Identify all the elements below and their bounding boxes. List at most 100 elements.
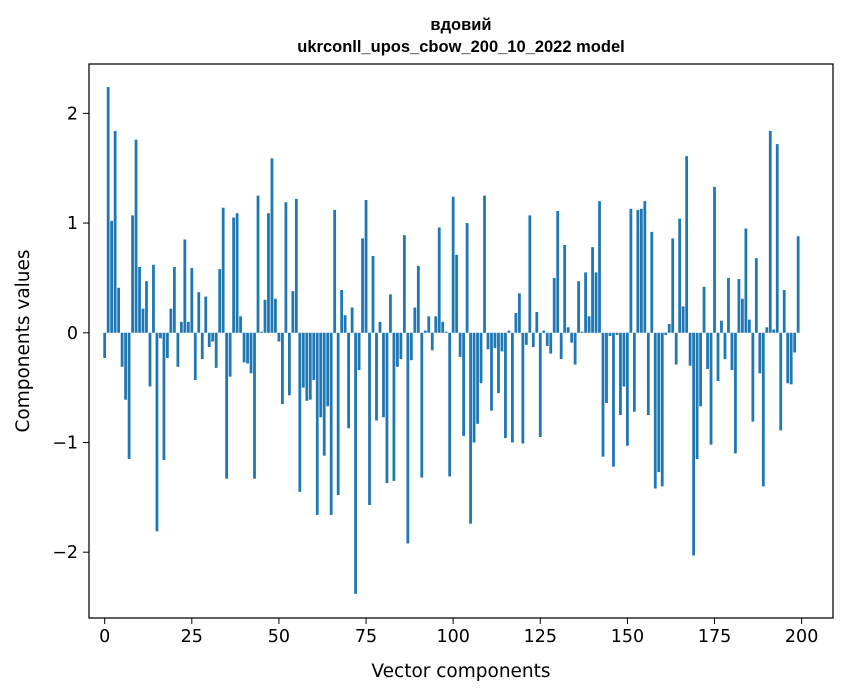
bar [678, 218, 682, 333]
bar [145, 281, 148, 333]
bar [357, 332, 361, 371]
bar [556, 211, 560, 333]
y-axis-ticks: −2 −1 0 1 2 [52, 104, 89, 563]
bar [702, 286, 706, 333]
bar [253, 332, 256, 479]
bar [131, 215, 134, 333]
bar [521, 332, 525, 444]
bar [688, 332, 692, 366]
bar [545, 332, 549, 346]
bar [298, 332, 302, 492]
bar [113, 130, 117, 333]
bar [758, 332, 762, 374]
bar [584, 272, 587, 333]
bar [389, 294, 392, 333]
bar [120, 332, 124, 367]
bar [312, 332, 316, 380]
bar [709, 332, 713, 445]
bar [598, 201, 601, 333]
bar [699, 332, 702, 407]
bar [706, 332, 709, 369]
bar [246, 332, 249, 364]
bar [382, 332, 385, 418]
bar [549, 332, 553, 354]
bar [643, 201, 647, 333]
bar [591, 247, 594, 333]
bar [692, 332, 695, 556]
bar [319, 332, 323, 418]
bar [110, 220, 114, 333]
bar [761, 332, 765, 487]
bar [601, 332, 605, 457]
bar [476, 332, 479, 424]
bar [169, 308, 173, 333]
bar [723, 332, 727, 360]
x-tick-label: 200 [785, 627, 818, 647]
bar [462, 332, 466, 436]
bar [124, 332, 127, 400]
bar [458, 332, 462, 357]
bar [176, 332, 180, 367]
bar [333, 209, 337, 333]
bar [615, 332, 619, 335]
bar [629, 208, 633, 333]
bar [214, 332, 218, 368]
bar [490, 332, 493, 411]
bar [775, 144, 779, 333]
y-axis-label: Components values [13, 249, 34, 432]
x-tick-label: 75 [355, 627, 377, 647]
bar [646, 332, 650, 416]
bar [138, 266, 141, 333]
bar [162, 332, 166, 461]
bar [239, 316, 242, 333]
bar [479, 332, 483, 384]
bar [793, 332, 797, 353]
bar [650, 231, 654, 333]
bar [106, 87, 110, 333]
bar [308, 332, 312, 400]
bar [277, 332, 281, 342]
bar [204, 296, 208, 333]
y-tick-label: 1 [67, 214, 78, 234]
bar [619, 332, 622, 416]
bar [378, 321, 382, 333]
bar [281, 332, 284, 405]
bar [340, 289, 344, 333]
bar [622, 332, 626, 387]
bar [347, 332, 351, 429]
y-tick-label: 2 [67, 104, 78, 124]
bar [535, 311, 539, 333]
bar [361, 238, 364, 333]
bar [166, 332, 169, 358]
bar [751, 332, 755, 422]
x-tick-label: 150 [611, 627, 644, 647]
bar [528, 215, 532, 333]
bar [768, 130, 772, 333]
bar [427, 316, 431, 333]
bar [716, 332, 720, 382]
bar [612, 332, 615, 467]
x-tick-label: 50 [268, 627, 290, 647]
bar [326, 332, 330, 407]
x-tick-label: 25 [181, 627, 203, 647]
bar [441, 321, 445, 333]
bar [207, 332, 211, 348]
bar [385, 332, 389, 484]
bar [674, 332, 678, 365]
bar [507, 330, 511, 333]
bar [786, 332, 790, 384]
bar [566, 327, 570, 333]
x-tick-label: 125 [524, 627, 557, 647]
bar [538, 332, 542, 437]
bar [315, 332, 319, 515]
bar [744, 228, 748, 333]
bar [580, 331, 584, 333]
bar [796, 236, 800, 333]
bar [197, 292, 201, 333]
bar [392, 332, 396, 481]
y-tick-label: −1 [52, 433, 78, 453]
bar [159, 332, 162, 339]
bar [291, 291, 295, 333]
